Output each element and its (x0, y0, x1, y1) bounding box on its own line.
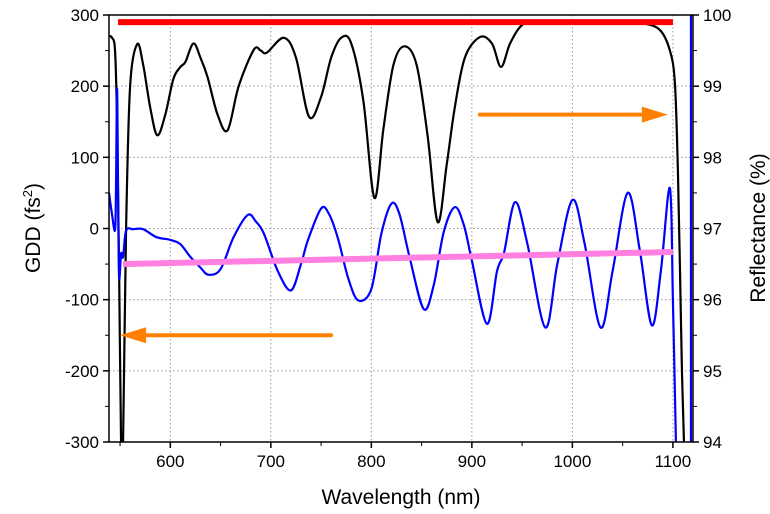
y-right-tick-label: 97 (703, 220, 722, 239)
y-left-tick-label: 100 (71, 148, 99, 167)
arrow-head (641, 106, 668, 123)
series-line-1 (109, 87, 678, 442)
y-left-axis-label-text: GDD (fs (22, 197, 45, 273)
x-tick-label: 900 (458, 452, 486, 471)
y-right-tick-label: 98 (703, 148, 722, 167)
x-axis-label: Wavelength (nm) (321, 486, 480, 509)
x-tick-label: 600 (156, 452, 184, 471)
x-tick-label: 800 (357, 452, 385, 471)
y-right-tick-label: 95 (703, 362, 722, 381)
series-line-3 (123, 248, 673, 268)
y-left-tick-label: 300 (71, 6, 99, 25)
y-left-tick-label: -100 (65, 291, 99, 310)
y-left-tick-label: 0 (90, 220, 99, 239)
arrow-head (120, 327, 147, 344)
y-right-axis-label: Reflectance (%) (747, 153, 770, 302)
y-left-tick-label: 200 (71, 77, 99, 96)
y-left-axis-label-superscript: 2 (20, 190, 35, 197)
y-left-tick-label: -300 (65, 433, 99, 452)
y-right-tick-label: 94 (703, 433, 722, 452)
x-tick-label: 700 (257, 452, 285, 471)
x-tick-label: 1000 (553, 452, 591, 471)
y-left-axis-label-close: ) (22, 183, 45, 190)
grid (109, 15, 693, 442)
curves (109, 15, 693, 442)
y-right-tick-label: 100 (703, 6, 731, 25)
y-left-tick-label: -200 (65, 362, 99, 381)
y-right-tick-label: 99 (703, 77, 722, 96)
x-tick-label: 1100 (655, 452, 692, 471)
series-line-0 (109, 20, 686, 442)
y-left-axis-label: GDD (fs2) (20, 183, 45, 273)
ticks: 600 700 800 900 1000 11003002001000-100-200-3… (65, 6, 731, 471)
y-right-tick-label: 96 (703, 291, 722, 310)
